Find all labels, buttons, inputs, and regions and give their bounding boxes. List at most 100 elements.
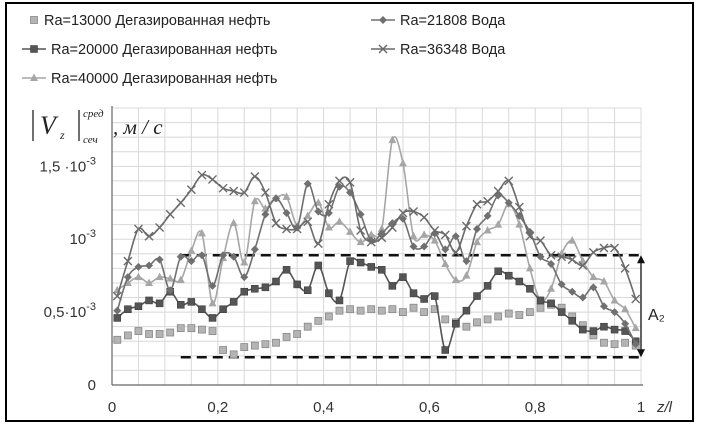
- data-point-cross: [356, 225, 366, 235]
- legend-label: Ra=40000 Дегазированная нефть: [51, 71, 277, 87]
- data-point-square-light: [409, 303, 418, 312]
- data-point-square-dark: [356, 258, 365, 267]
- data-point-triangle: [208, 298, 217, 307]
- data-point-triangle: [631, 323, 640, 332]
- reference-lines: [180, 253, 641, 359]
- data-point-diamond: [356, 210, 365, 219]
- cross-stroke: [324, 199, 334, 209]
- cross-stroke: [229, 186, 239, 196]
- data-point-square-light: [367, 305, 376, 314]
- data-point-square-dark: [515, 277, 524, 286]
- data-point-square-light: [462, 322, 471, 331]
- ylabel-subscript: z: [59, 128, 65, 142]
- x-tick-label: 0,4: [313, 399, 334, 416]
- data-point-cross: [324, 199, 334, 209]
- cross-stroke: [282, 224, 292, 234]
- data-point-triangle: [451, 275, 460, 284]
- data-point-square-dark: [378, 266, 386, 274]
- legend-label: Ra=13000 Дегазированная нефть: [44, 13, 270, 29]
- data-point-triangle: [197, 228, 206, 237]
- amplitude-label: A₂: [648, 307, 665, 324]
- data-point-square-dark: [272, 277, 280, 286]
- data-point-triangle: [494, 220, 503, 228]
- data-point-square-dark: [452, 320, 460, 328]
- y-tick-base: 1,5 ·10: [40, 158, 87, 175]
- data-point-triangle: [483, 225, 492, 234]
- data-point-square-light: [610, 340, 619, 349]
- data-point-square-light: [420, 308, 429, 317]
- data-point-cross: [430, 225, 440, 235]
- data-point-diamond: [314, 207, 323, 216]
- data-point-triangle: [441, 259, 450, 267]
- data-point-diamond: [547, 259, 556, 268]
- data-point-diamond: [134, 262, 143, 271]
- data-point-diamond: [599, 302, 608, 311]
- data-point-square-dark: [494, 267, 502, 276]
- data-point-triangle: [30, 73, 38, 81]
- series-cross: [112, 170, 641, 304]
- data-point-square-dark: [409, 289, 418, 297]
- cross-stroke: [239, 188, 249, 198]
- data-point-square-dark: [261, 283, 270, 292]
- cross-stroke: [334, 176, 344, 186]
- cross-stroke: [440, 230, 450, 240]
- data-point-square-dark: [335, 296, 344, 305]
- data-point-square-light: [198, 325, 206, 334]
- y-tick-label: 0,5·10-3: [44, 301, 96, 321]
- y-tick-text: 10-3: [70, 228, 96, 248]
- x-tick-label: 0,8: [525, 399, 546, 416]
- data-point-square-dark: [198, 305, 206, 313]
- cross-stroke: [578, 260, 588, 270]
- data-point-cross: [546, 250, 556, 260]
- data-point-square-dark: [187, 298, 196, 306]
- cross-stroke: [292, 224, 302, 234]
- arrowhead-down: [637, 349, 645, 358]
- data-point-cross: [620, 263, 630, 273]
- y-tick-label: 0: [88, 377, 96, 394]
- cross-stroke: [430, 225, 440, 235]
- data-point-cross: [144, 231, 154, 241]
- data-point-cross: [218, 183, 228, 193]
- data-point-square-light: [219, 346, 227, 354]
- data-point-square-light: [293, 330, 302, 338]
- data-point-square-dark: [177, 301, 185, 309]
- cross-stroke: [165, 209, 175, 219]
- data-point-square-dark: [124, 305, 132, 313]
- data-point-diamond: [240, 273, 249, 282]
- data-point-cross: [631, 294, 641, 304]
- ylabel-superscript: сред: [83, 108, 104, 120]
- y-tick-label: 1,5 ·10-3: [40, 155, 96, 175]
- data-point-square-light: [473, 318, 481, 327]
- data-point-square-light: [324, 312, 333, 321]
- data-point-square-light: [504, 309, 513, 318]
- legend-entry: Ra=20000 Дегазированная нефть: [22, 42, 277, 58]
- data-point-cross: [366, 237, 376, 247]
- data-point-triangle: [621, 304, 630, 313]
- legend-label: Ra=21808 Вода: [400, 13, 506, 29]
- data-point-square-dark: [483, 282, 492, 290]
- data-point-triangle: [324, 223, 333, 231]
- data-point-cross: [483, 196, 493, 206]
- y-tick-base: 0: [88, 377, 96, 394]
- data-point-cross: [112, 291, 122, 301]
- cross-stroke: [419, 212, 429, 222]
- data-point-square-light: [483, 315, 492, 324]
- data-point-diamond: [197, 251, 206, 260]
- cross-stroke: [599, 243, 609, 253]
- data-point-cross: [133, 224, 143, 234]
- data-point-diamond: [621, 319, 630, 328]
- cross-stroke: [493, 186, 503, 196]
- ylabel-v: V: [40, 111, 59, 140]
- data-point-diamond: [451, 232, 460, 241]
- legend-entry: Ra=40000 Дегазированная нефть: [22, 71, 277, 87]
- data-point-square-light: [314, 316, 323, 325]
- data-point-square-light: [261, 340, 270, 349]
- data-point-square-dark: [547, 299, 555, 308]
- data-point-cross: [377, 233, 387, 243]
- arrowhead-up: [637, 255, 645, 264]
- tick-labels: 0 0,2 0,4 0,6 0,8 1 z/l00,5·10-310-31,5 ·10-3: [40, 155, 673, 416]
- data-point-diamond: [261, 210, 270, 219]
- data-point-triangle: [187, 246, 196, 254]
